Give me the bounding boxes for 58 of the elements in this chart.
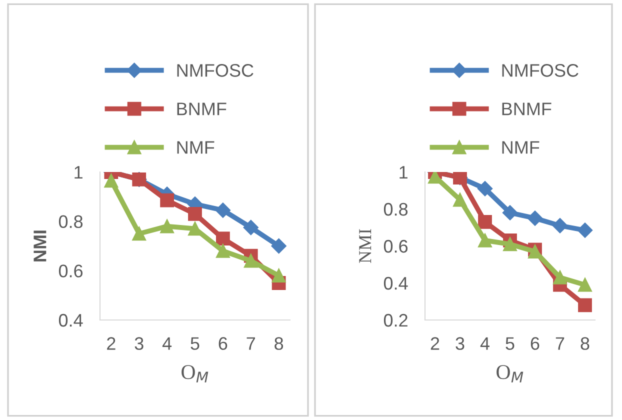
y-tick-label: 1 xyxy=(400,166,408,179)
x-axis-title: O$_{M}$ xyxy=(182,365,208,382)
x-tick-label: 3 xyxy=(456,337,464,350)
point xyxy=(271,238,286,254)
point xyxy=(527,210,543,226)
y-tick-label: 0.2 xyxy=(384,314,408,327)
x-tick-label: 2 xyxy=(107,337,116,350)
x-tick-label: 5 xyxy=(506,337,514,350)
point xyxy=(132,226,146,241)
point xyxy=(577,222,593,238)
point xyxy=(552,218,568,234)
point xyxy=(160,219,174,234)
x-tick-label: 8 xyxy=(274,337,284,350)
point xyxy=(160,193,174,208)
point xyxy=(503,237,517,252)
legend-label: NMFOSC xyxy=(502,64,578,77)
point xyxy=(216,232,230,246)
y-tick-label: 0.6 xyxy=(58,264,83,278)
point xyxy=(578,298,592,312)
point xyxy=(478,215,492,229)
y-tick-label: 0.8 xyxy=(58,215,83,228)
legend-label: BNMF xyxy=(502,102,552,116)
x-tick-label: 4 xyxy=(162,337,172,350)
y-tick-label: 1 xyxy=(74,166,82,179)
point xyxy=(188,206,202,221)
point xyxy=(477,181,493,196)
y-tick-label: 0.4 xyxy=(384,276,408,290)
point xyxy=(215,202,231,218)
y-tick-label: 0.6 xyxy=(384,240,408,253)
x-tick-label: 8 xyxy=(580,337,590,350)
point xyxy=(104,174,118,188)
x-tick-label: 6 xyxy=(530,337,540,350)
point xyxy=(502,205,518,220)
x-tick-label: 7 xyxy=(246,337,255,350)
x-tick-label: 6 xyxy=(218,337,228,350)
y-axis-title: NMI xyxy=(34,230,46,262)
x-tick-label: 2 xyxy=(430,337,440,350)
point xyxy=(553,270,567,284)
y-tick-label: 0.4 xyxy=(58,314,83,327)
point xyxy=(216,244,230,258)
legend-label: BNMF xyxy=(177,102,226,116)
y-tick-label: 0.8 xyxy=(384,202,408,216)
x-axis-title: O$_{M}$ xyxy=(496,365,524,382)
point xyxy=(272,268,286,283)
legend-label: NMF xyxy=(177,141,214,154)
point xyxy=(453,192,467,207)
legend-label: NMFOSC xyxy=(177,64,254,77)
x-tick-label: 7 xyxy=(556,337,564,350)
x-tick-label: 5 xyxy=(190,337,200,350)
point xyxy=(578,278,592,292)
legend-label: NMF xyxy=(502,141,540,154)
point xyxy=(478,234,492,248)
point xyxy=(244,254,258,268)
y-axis-title: NMI xyxy=(359,229,372,264)
point xyxy=(188,222,202,236)
x-tick-label: 4 xyxy=(480,337,490,350)
point xyxy=(243,220,258,236)
x-tick-label: 3 xyxy=(134,337,144,350)
